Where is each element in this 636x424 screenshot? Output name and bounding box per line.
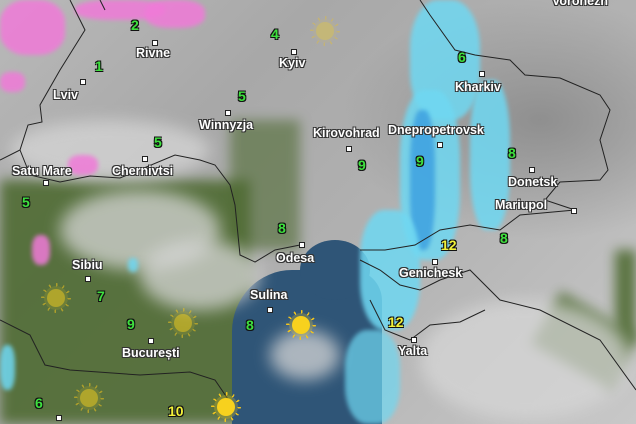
city-marker[interactable] — [152, 40, 158, 46]
temperature-label: 9 — [127, 316, 135, 332]
city-marker[interactable] — [148, 338, 154, 344]
temperature-label: 8 — [278, 220, 286, 236]
snow-area — [0, 72, 25, 92]
sun-icon — [217, 398, 235, 416]
city-label: Winnyzja — [199, 118, 254, 132]
land-area — [615, 250, 636, 340]
temperature-label: 9 — [416, 153, 424, 169]
temperature-label: 8 — [500, 230, 508, 246]
city-marker[interactable] — [437, 142, 443, 148]
city-label: Lviv — [53, 88, 79, 102]
city-marker[interactable] — [291, 49, 297, 55]
snow-area — [32, 235, 50, 265]
cloud — [420, 300, 630, 420]
temperature-label: 12 — [441, 237, 457, 253]
rain-area — [128, 258, 138, 272]
city-label: Yalta — [398, 344, 428, 358]
city-marker[interactable] — [299, 242, 305, 248]
temperature-label: 6 — [35, 395, 43, 411]
city-marker[interactable] — [411, 337, 417, 343]
city-label: Chernivtsi — [112, 164, 174, 178]
sun-partly-cloudy-icon — [47, 289, 65, 307]
temperature-label: 2 — [131, 17, 139, 33]
sun-partly-cloudy-icon — [80, 389, 98, 407]
rain-area — [345, 330, 400, 424]
snow-area — [0, 0, 65, 55]
rain-area — [360, 210, 420, 330]
city-label: Kharkiv — [455, 80, 501, 94]
city-label: Kirovohrad — [313, 126, 380, 140]
sun-partly-cloudy-icon — [174, 314, 192, 332]
sun-icon — [316, 22, 334, 40]
city-label: Genichesk — [399, 266, 463, 280]
rain-area — [470, 80, 510, 230]
city-marker[interactable] — [432, 259, 438, 265]
black-sea — [300, 240, 370, 300]
land-area — [230, 120, 300, 250]
snow-area — [145, 0, 205, 28]
city-marker[interactable] — [43, 180, 49, 186]
snow-area — [75, 0, 165, 20]
city-marker[interactable] — [225, 110, 231, 116]
city-label: București — [122, 346, 180, 360]
city-label: Voronezh — [552, 0, 609, 8]
temperature-label: 5 — [154, 134, 162, 150]
city-marker[interactable] — [56, 415, 62, 421]
city-marker[interactable] — [529, 167, 535, 173]
city-marker[interactable] — [142, 156, 148, 162]
city-label: Sulina — [250, 288, 288, 302]
temperature-label: 8 — [246, 317, 254, 333]
city-marker[interactable] — [479, 71, 485, 77]
sun-icon — [292, 316, 310, 334]
city-marker[interactable] — [571, 208, 577, 214]
cloud — [10, 120, 210, 180]
temperature-label: 1 — [95, 58, 103, 74]
temperature-label: 5 — [22, 194, 30, 210]
city-marker[interactable] — [80, 79, 86, 85]
temperature-label: 12 — [388, 314, 404, 330]
city-label: Kyiv — [279, 56, 306, 70]
city-label: Donetsk — [508, 175, 558, 189]
city-marker[interactable] — [267, 307, 273, 313]
city-label: Odesa — [276, 251, 315, 265]
city-label: Dnepropetrovsk — [388, 123, 484, 137]
city-label: Sibiu — [72, 258, 103, 272]
city-marker[interactable] — [85, 276, 91, 282]
snow-area — [68, 155, 98, 175]
city-label: Rivne — [136, 46, 171, 60]
temperature-label: 10 — [168, 403, 184, 419]
city-label: Mariupol — [495, 198, 548, 212]
rain-area — [0, 345, 15, 390]
city-label: Satu Mare — [12, 164, 72, 178]
temperature-label: 8 — [508, 145, 516, 161]
temperature-label: 4 — [271, 26, 279, 42]
temperature-label: 6 — [458, 49, 466, 65]
temperature-label: 9 — [358, 157, 366, 173]
temperature-label: 7 — [97, 288, 105, 304]
city-marker[interactable] — [346, 146, 352, 152]
temperature-label: 5 — [238, 88, 246, 104]
